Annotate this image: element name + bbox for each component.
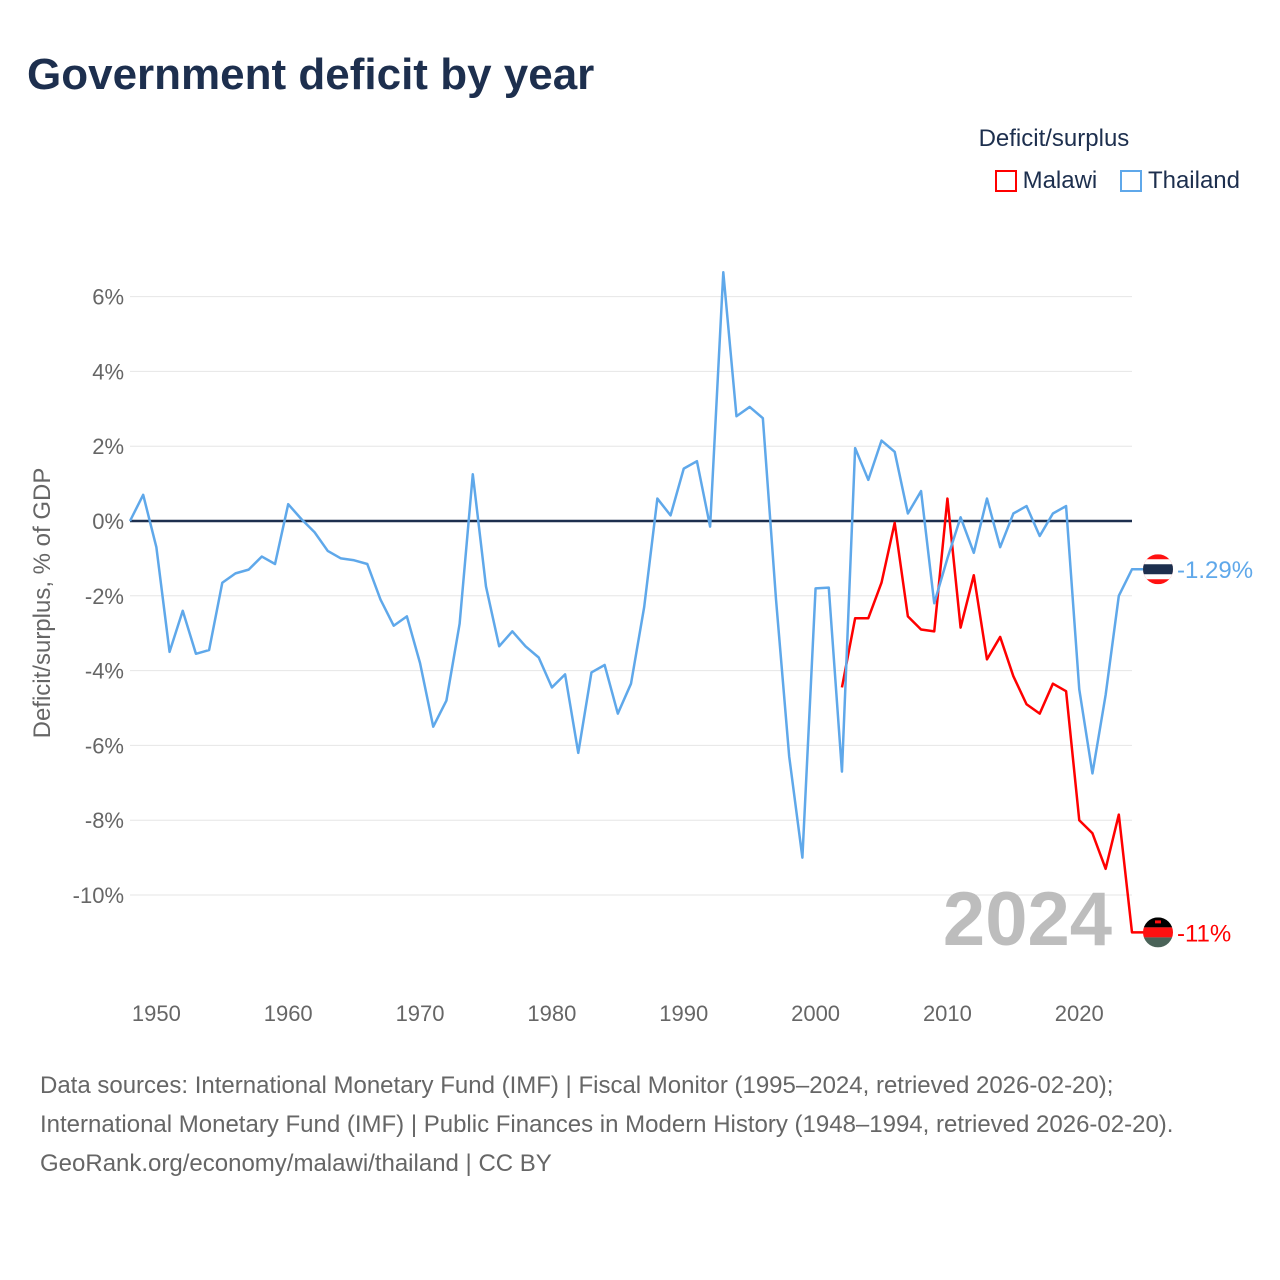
end-value-label-malawi: -11% bbox=[1177, 920, 1231, 947]
end-value-label-thailand: -1.29% bbox=[1177, 557, 1253, 584]
y-tick-label: -6% bbox=[85, 733, 124, 758]
year-watermark: 2024 bbox=[943, 877, 1112, 962]
x-tick-label: 2000 bbox=[791, 1001, 840, 1026]
x-tick-label: 1970 bbox=[396, 1001, 445, 1026]
x-tick-label: 1980 bbox=[527, 1001, 576, 1026]
malawi-flag-icon bbox=[1143, 917, 1173, 948]
series-line-thailand bbox=[128, 271, 1158, 859]
chart-title: Government deficit by year bbox=[27, 50, 595, 99]
y-tick-label: -10% bbox=[73, 883, 124, 908]
chart-plot: 6% 4% 2% 0% -2% -4% -6% -8% -10% 1950 1960 1970 1980… bbox=[29, 271, 1253, 1026]
attribution-link[interactable]: GeoRank.org/economy/malawi/thailand | CC… bbox=[40, 1150, 552, 1177]
data-sources-text: Data sources: International Monetary Fun… bbox=[40, 1072, 1174, 1138]
y-tick-label: -8% bbox=[85, 808, 124, 833]
x-tick-label: 1990 bbox=[659, 1001, 708, 1026]
x-tick-label: 1960 bbox=[264, 1001, 313, 1026]
y-tick-label: -2% bbox=[85, 584, 124, 609]
y-tick-label: 0% bbox=[92, 509, 124, 534]
legend-item-malawi[interactable]: Malawi bbox=[994, 167, 1098, 195]
legend-swatch-thailand bbox=[1119, 170, 1142, 192]
legend-label: Thailand bbox=[1147, 167, 1240, 194]
thailand-flag-icon bbox=[1143, 554, 1173, 585]
series-line-malawi bbox=[840, 497, 1158, 934]
legend-swatch-malawi bbox=[994, 170, 1017, 192]
y-axis-title: Deficit/surplus, % of GDP bbox=[29, 468, 56, 739]
x-tick-label: 2010 bbox=[923, 1001, 972, 1026]
legend: Deficit/surplus Malawi Thailand bbox=[979, 125, 1240, 199]
legend-label: Malawi bbox=[1022, 167, 1098, 194]
y-tick-label: 2% bbox=[92, 434, 124, 459]
y-tick-label: -4% bbox=[85, 659, 124, 684]
legend-title: Deficit/surplus bbox=[978, 125, 1130, 152]
y-tick-label: 6% bbox=[92, 285, 124, 310]
y-tick-label: 4% bbox=[92, 359, 124, 384]
sources-footer: Data sources: International Monetary Fun… bbox=[40, 1066, 1240, 1183]
x-tick-label: 1950 bbox=[132, 1001, 181, 1026]
legend-item-thailand[interactable]: Thailand bbox=[1119, 167, 1240, 195]
x-tick-label: 2020 bbox=[1055, 1001, 1104, 1026]
